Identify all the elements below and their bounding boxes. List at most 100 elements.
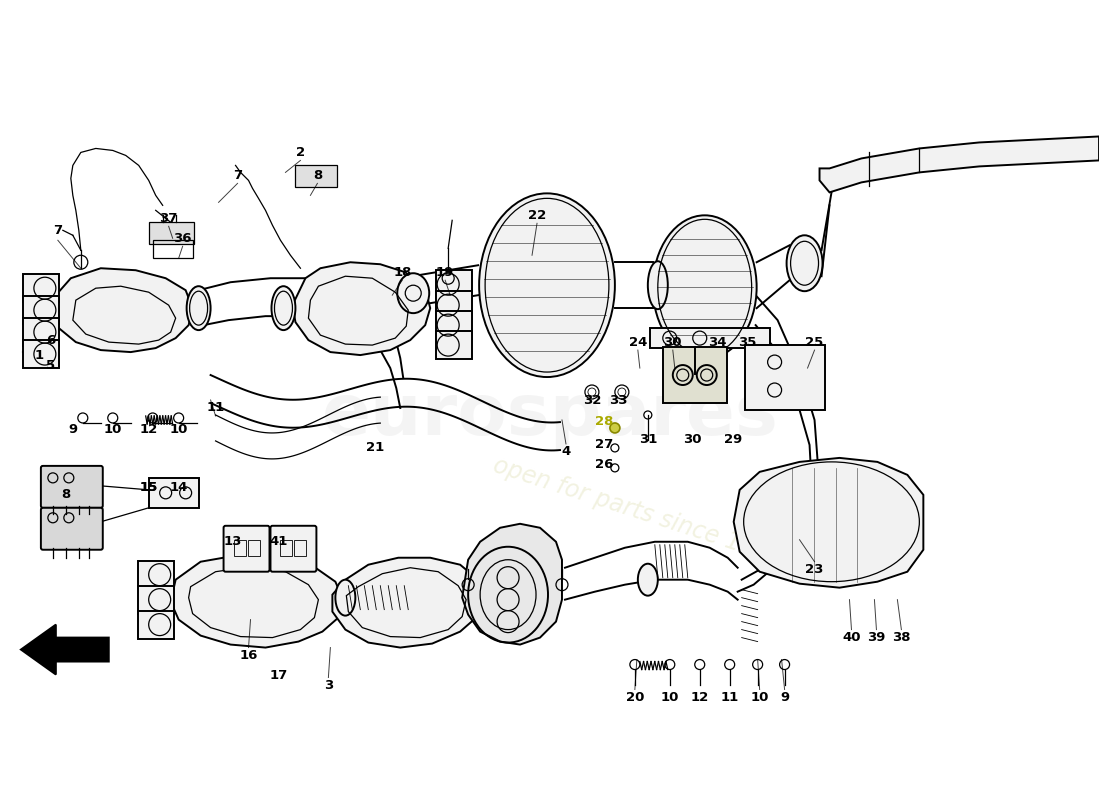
Text: 37: 37 — [160, 212, 178, 225]
Ellipse shape — [652, 215, 757, 359]
Text: 30: 30 — [663, 336, 682, 349]
FancyBboxPatch shape — [271, 526, 317, 572]
Text: 15: 15 — [140, 482, 157, 494]
Bar — [280, 540, 293, 556]
Ellipse shape — [272, 286, 296, 330]
Ellipse shape — [786, 235, 823, 291]
Polygon shape — [293, 262, 430, 355]
Text: 1: 1 — [34, 349, 44, 362]
Text: 13: 13 — [223, 535, 242, 548]
Text: 29: 29 — [724, 434, 741, 446]
Bar — [23, 318, 59, 346]
Text: 34: 34 — [708, 336, 727, 349]
Text: 16: 16 — [240, 649, 257, 662]
Text: 24: 24 — [629, 336, 647, 349]
Text: 10: 10 — [103, 423, 122, 437]
Text: eurospares: eurospares — [321, 382, 779, 450]
Text: 18: 18 — [393, 266, 411, 278]
Bar — [494, 586, 530, 614]
Polygon shape — [734, 458, 923, 588]
Ellipse shape — [397, 274, 429, 313]
Text: 9: 9 — [68, 423, 77, 437]
Text: 10: 10 — [661, 691, 679, 704]
Bar — [138, 610, 174, 638]
Bar — [494, 608, 530, 635]
Bar — [296, 166, 338, 187]
Polygon shape — [820, 137, 1099, 192]
Ellipse shape — [480, 194, 615, 377]
Bar — [23, 340, 59, 368]
Bar — [437, 291, 472, 319]
Circle shape — [609, 423, 620, 433]
Bar — [494, 564, 530, 592]
Text: 8: 8 — [62, 488, 70, 502]
Bar — [233, 540, 245, 556]
Text: 20: 20 — [626, 691, 644, 704]
Bar — [23, 274, 59, 302]
Text: 30: 30 — [683, 434, 702, 446]
FancyBboxPatch shape — [41, 508, 102, 550]
Ellipse shape — [638, 564, 658, 596]
Text: 39: 39 — [867, 631, 886, 644]
Text: 19: 19 — [436, 266, 454, 278]
Text: open for parts since 1985: open for parts since 1985 — [490, 454, 786, 570]
Text: 40: 40 — [843, 631, 860, 644]
Text: 32: 32 — [583, 394, 601, 406]
Bar — [153, 240, 192, 258]
Text: 2: 2 — [296, 146, 305, 159]
Polygon shape — [170, 554, 342, 647]
Text: 5: 5 — [46, 358, 55, 371]
Ellipse shape — [187, 286, 210, 330]
Ellipse shape — [336, 580, 355, 616]
Text: 38: 38 — [892, 631, 911, 644]
Bar — [148, 222, 194, 244]
Bar — [663, 347, 727, 403]
Text: 14: 14 — [169, 482, 188, 494]
Text: 33: 33 — [608, 394, 627, 406]
Text: 21: 21 — [366, 442, 384, 454]
FancyBboxPatch shape — [223, 526, 270, 572]
Bar — [138, 586, 174, 614]
Text: 4: 4 — [561, 446, 571, 458]
Text: 10: 10 — [169, 423, 188, 437]
Text: 26: 26 — [595, 458, 613, 471]
Text: 23: 23 — [805, 563, 824, 576]
Bar — [248, 540, 260, 556]
FancyBboxPatch shape — [41, 466, 102, 508]
Bar — [745, 345, 825, 410]
Text: 31: 31 — [639, 434, 657, 446]
Polygon shape — [462, 524, 562, 645]
Text: 11: 11 — [207, 402, 224, 414]
Text: 15: 15 — [140, 482, 157, 494]
Bar — [295, 540, 307, 556]
Text: 41: 41 — [270, 535, 288, 548]
Ellipse shape — [648, 262, 668, 309]
Bar — [148, 478, 199, 508]
Bar — [437, 270, 472, 298]
Text: 12: 12 — [140, 423, 157, 437]
Text: 12: 12 — [691, 691, 708, 704]
Polygon shape — [332, 558, 482, 647]
Polygon shape — [53, 268, 192, 352]
Text: 36: 36 — [174, 232, 191, 245]
Text: 7: 7 — [53, 224, 63, 237]
Text: 11: 11 — [720, 691, 739, 704]
Text: 27: 27 — [595, 438, 613, 451]
Text: 22: 22 — [528, 209, 546, 222]
Bar — [23, 296, 59, 324]
Text: 6: 6 — [46, 334, 55, 346]
Polygon shape — [21, 625, 109, 674]
Text: 25: 25 — [805, 336, 824, 349]
Text: 7: 7 — [233, 169, 242, 182]
Text: 28: 28 — [595, 415, 613, 429]
Text: 3: 3 — [323, 679, 333, 692]
Text: 10: 10 — [750, 691, 769, 704]
Text: 8: 8 — [312, 169, 322, 182]
Text: 35: 35 — [738, 336, 757, 349]
Bar — [437, 311, 472, 339]
Text: 9: 9 — [780, 691, 789, 704]
Bar — [650, 328, 770, 348]
Bar — [138, 561, 174, 589]
Text: 17: 17 — [270, 669, 287, 682]
Bar — [437, 331, 472, 359]
